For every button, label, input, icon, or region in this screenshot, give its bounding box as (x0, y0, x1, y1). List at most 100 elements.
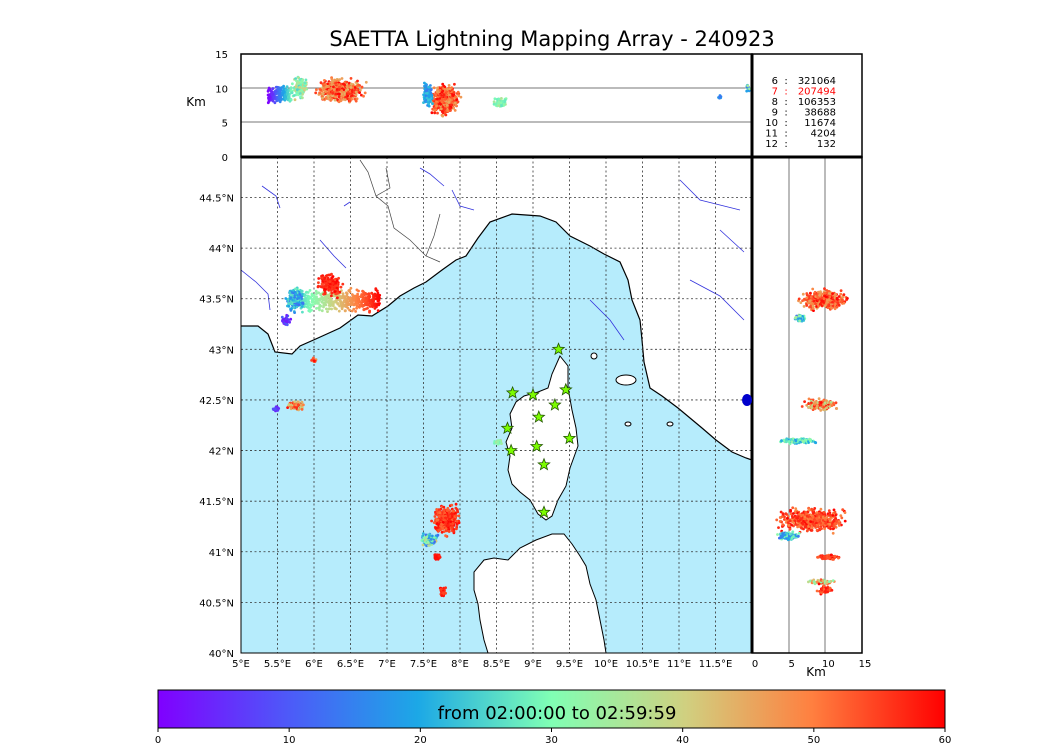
station-star (537, 457, 551, 471)
colorbar-tick-label: 0 (155, 735, 161, 746)
level-number: 9 (772, 108, 778, 119)
top-lightning-sources (266, 75, 751, 118)
lon-tick-label: 10.5°E (626, 659, 660, 670)
station-star (505, 385, 520, 399)
level-sep: : (784, 129, 787, 140)
lat-tick-label: 44°N (209, 244, 234, 255)
station-star (559, 382, 573, 396)
right-lightning-sources (775, 287, 849, 596)
lon-tick-label: 6°E (305, 659, 323, 670)
level-number: 11 (765, 129, 778, 140)
level-count-row: 9: 38688 (772, 108, 836, 119)
lon-tick-label: 7.5°E (410, 659, 437, 670)
lon-tick-label: 5.5°E (264, 659, 291, 670)
level-number: 8 (772, 97, 778, 108)
top-alt-tick-label: 0 (222, 153, 228, 164)
colorbar-tick-label: 10 (283, 735, 296, 746)
level-sep: : (784, 97, 787, 108)
colorbar-ticks: 0 10 20 30 40 50 60 (155, 728, 952, 746)
lon-tick-label: 5°E (232, 659, 250, 670)
map-grid (241, 157, 752, 653)
level-count: 11674 (804, 118, 836, 129)
lon-tick-label: 9.5°E (556, 659, 583, 670)
right-alt-tick-label: 10 (822, 659, 835, 670)
time-colorbar: from 02:00:00 to 02:59:59 0 10 20 30 40 50 60 (155, 689, 952, 746)
level-count-row: 8:106353 (772, 97, 836, 108)
lon-tick-label: 8°E (451, 659, 469, 670)
level-sep: : (784, 108, 787, 119)
lon-tick-label: 11.5°E (699, 659, 733, 670)
longitude-tick-labels: 5°E 5.5°E 6°E 6.5°E 7°E 7.5°E 8°E 8.5°E 9°E 9.5°E… (232, 659, 732, 670)
colorbar-tick-label: 50 (807, 735, 820, 746)
level-count: 132 (817, 139, 836, 150)
station-star (548, 397, 562, 411)
counts-panel: 6:3210647:2074948:1063539:3868810:116741… (751, 53, 863, 158)
lon-tick-label: 8.5°E (483, 659, 510, 670)
level-sep: : (784, 87, 787, 98)
lon-tick-label: 9°E (524, 659, 542, 670)
level-count: 4204 (811, 129, 836, 140)
lat-tick-label: 40°N (209, 649, 234, 660)
station-star (562, 431, 577, 445)
top-altitude-tick-labels: 0 5 10 15 (215, 50, 228, 164)
level-count: 207494 (798, 87, 836, 98)
colorbar-tick-label: 30 (545, 735, 558, 746)
sardinia-island (473, 533, 607, 653)
lat-tick-label: 42°N (209, 447, 234, 458)
level-count: 321064 (798, 76, 836, 87)
level-count: 38688 (804, 108, 836, 119)
lat-tick-label: 43.5°N (199, 295, 234, 306)
lat-tick-label: 43°N (209, 345, 234, 356)
lma-stations (500, 342, 577, 519)
lat-tick-label: 41.5°N (199, 497, 234, 508)
colorbar-label: from 02:00:00 to 02:59:59 (438, 703, 677, 724)
station-star (504, 443, 518, 457)
figure-title: SAETTA Lightning Mapping Array - 240923 (329, 27, 774, 51)
level-number: 10 (765, 118, 778, 129)
right-alt-tick-label: 5 (788, 659, 794, 670)
lon-tick-label: 10°E (594, 659, 618, 670)
latitude-tick-labels: 44.5°N 44°N 43.5°N 43°N 42.5°N 42°N 41.5°N 41°N… (199, 193, 234, 660)
right-alt-tick-label: 15 (859, 659, 872, 670)
right-altitude-tick-labels: 0 5 10 15 (752, 659, 872, 670)
level-number: 12 (765, 139, 778, 150)
level-sep: : (784, 139, 787, 150)
station-star (526, 387, 540, 401)
station-star (529, 439, 544, 453)
station-star (500, 421, 515, 434)
lat-tick-label: 41°N (209, 548, 234, 559)
lat-tick-label: 42.5°N (199, 396, 234, 407)
level-number: 7 (772, 87, 778, 98)
right-altitude-panel: 0 5 10 15 Km (751, 156, 872, 679)
lat-tick-label: 44.5°N (199, 193, 234, 204)
level-count-row: 6:321064 (772, 76, 836, 87)
level-counts: 6:3210647:2074948:1063539:3868810:116741… (765, 76, 836, 150)
station-star (532, 410, 546, 423)
colorbar-tick-label: 60 (939, 735, 952, 746)
station-star (551, 342, 566, 356)
top-altitude-unit: Km (186, 95, 206, 109)
corsica-island (505, 355, 579, 521)
level-count: 106353 (798, 97, 836, 108)
level-sep: : (784, 118, 787, 129)
map-lightning-sources (271, 272, 503, 598)
top-alt-tick-label: 10 (215, 84, 228, 95)
top-alt-tick-label: 15 (215, 50, 228, 61)
level-count-row: 11: 4204 (765, 129, 836, 140)
map-panel: 5°E 5.5°E 6°E 6.5°E 7°E 7.5°E 8°E 8.5°E 9°E 9.5°E… (199, 156, 753, 670)
level-number: 6 (772, 76, 778, 87)
lat-tick-label: 40.5°N (199, 598, 234, 609)
colorbar-tick-label: 20 (414, 735, 427, 746)
top-alt-tick-label: 5 (222, 119, 228, 130)
top-altitude-panel: 0 5 10 15 Km (186, 50, 753, 164)
level-count-row: 10: 11674 (765, 118, 836, 129)
right-altitude-unit: Km (806, 665, 826, 679)
level-sep: : (784, 76, 787, 87)
lon-tick-label: 11°E (667, 659, 691, 670)
level-count-row: 12: 132 (765, 139, 836, 150)
station-star (537, 505, 551, 519)
level-count-row: 7:207494 (772, 87, 836, 98)
lon-tick-label: 6.5°E (337, 659, 364, 670)
lon-tick-label: 7°E (378, 659, 396, 670)
